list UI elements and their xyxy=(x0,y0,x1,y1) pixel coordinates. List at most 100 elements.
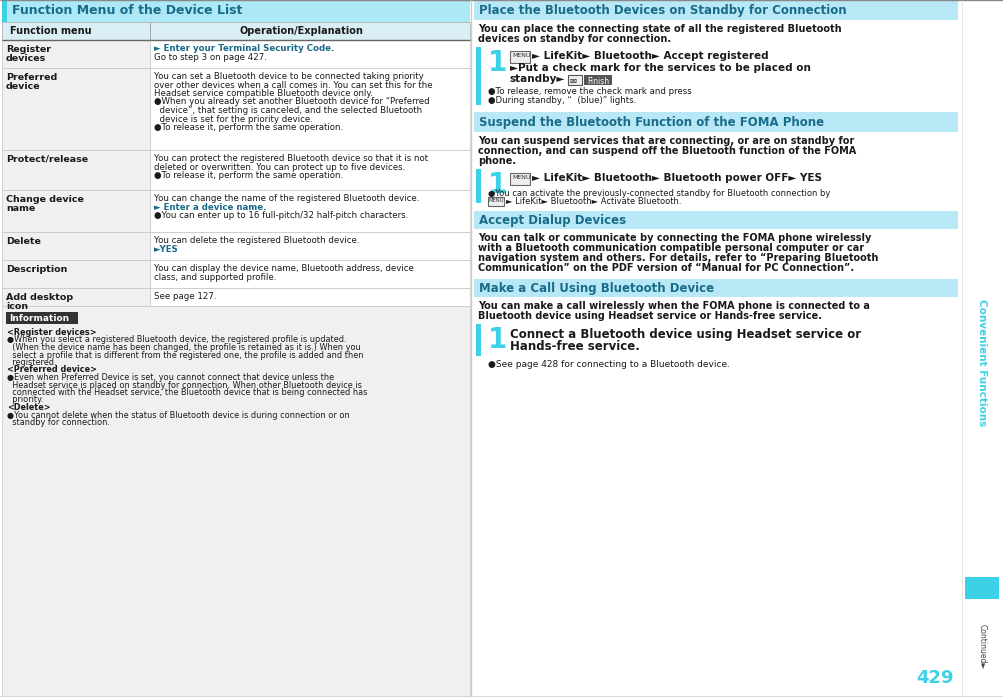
Text: Accept Dialup Devices: Accept Dialup Devices xyxy=(478,214,626,227)
Bar xyxy=(2,150,469,190)
Text: ► LifeKit► Bluetooth► Bluetooth power OFF► YES: ► LifeKit► Bluetooth► Bluetooth power OF… xyxy=(532,173,821,183)
Text: Preferred: Preferred xyxy=(6,73,57,82)
Text: ●To release it, perform the same operation.: ●To release it, perform the same operati… xyxy=(153,171,343,180)
Bar xyxy=(473,279,957,297)
Text: standby►: standby► xyxy=(510,74,565,84)
Bar xyxy=(2,288,149,306)
Bar xyxy=(475,47,480,105)
Text: ●When you already set another Bluetooth device for “Preferred: ●When you already set another Bluetooth … xyxy=(153,98,429,107)
Text: standby for connection.: standby for connection. xyxy=(7,418,109,427)
Text: ●You can activate the previously-connected standby for Bluetooth connection by: ●You can activate the previously-connect… xyxy=(487,189,829,198)
Bar xyxy=(475,324,480,356)
Text: Add desktop: Add desktop xyxy=(6,293,73,302)
Text: select a profile that is different from the registered one, the profile is added: select a profile that is different from … xyxy=(7,351,363,360)
Bar xyxy=(2,232,469,260)
Bar xyxy=(473,0,957,697)
Bar xyxy=(2,68,469,150)
Text: You can talk or communicate by connecting the FOMA phone wirelessly: You can talk or communicate by connectin… xyxy=(477,233,871,243)
Text: 429: 429 xyxy=(916,669,953,687)
Text: Delete: Delete xyxy=(6,237,41,246)
Text: connection, and can suspend off the Bluetooth function of the FOMA: connection, and can suspend off the Blue… xyxy=(477,146,856,156)
Text: Go to step 3 on page 427.: Go to step 3 on page 427. xyxy=(153,52,267,61)
Text: ●To release, remove the check mark and press: ●To release, remove the check mark and p… xyxy=(487,87,691,96)
Text: ► LifeKit► Bluetooth► Accept registered: ► LifeKit► Bluetooth► Accept registered xyxy=(532,51,768,61)
Text: device: device xyxy=(6,82,40,91)
Text: You can set a Bluetooth device to be connected taking priority: You can set a Bluetooth device to be con… xyxy=(153,72,423,81)
Text: Change device: Change device xyxy=(6,195,84,204)
Text: Bluetooth device using Headset service or Hands-free service.: Bluetooth device using Headset service o… xyxy=(477,311,821,321)
Text: Register: Register xyxy=(6,45,51,54)
Text: Finish: Finish xyxy=(587,77,609,86)
Text: Function Menu of the Device List: Function Menu of the Device List xyxy=(12,4,242,17)
Text: Place the Bluetooth Devices on Standby for Connection: Place the Bluetooth Devices on Standby f… xyxy=(478,4,846,17)
Text: 1: 1 xyxy=(487,171,507,199)
Text: (When the device name has been changed, the profile is retained as it is.) When : (When the device name has been changed, … xyxy=(7,343,360,352)
Text: <Preferred device>: <Preferred device> xyxy=(7,365,96,374)
Text: ►YES: ►YES xyxy=(153,245,179,254)
Text: ✉: ✉ xyxy=(570,77,577,86)
Bar xyxy=(2,22,469,40)
Text: Function menu: Function menu xyxy=(10,26,91,36)
Bar xyxy=(2,260,149,288)
Text: Communication” on the PDF version of “Manual for PC Connection”.: Communication” on the PDF version of “Ma… xyxy=(477,263,854,273)
Bar xyxy=(473,0,957,20)
Bar xyxy=(584,75,612,85)
Text: name: name xyxy=(6,204,35,213)
Text: priority.: priority. xyxy=(7,395,43,404)
Bar xyxy=(473,112,957,132)
Text: navigation system and others. For details, refer to “Preparing Bluetooth: navigation system and others. For detail… xyxy=(477,253,878,263)
Text: Description: Description xyxy=(6,265,67,274)
Text: class, and supported profile.: class, and supported profile. xyxy=(153,273,276,282)
Text: MENU: MENU xyxy=(512,53,530,58)
Bar xyxy=(2,40,149,68)
Text: Continued►: Continued► xyxy=(977,625,986,670)
Bar xyxy=(510,51,530,63)
Bar xyxy=(2,22,469,40)
Text: Headset service is placed on standby for connection. When other Bluetooth device: Headset service is placed on standby for… xyxy=(7,381,361,390)
Text: 1: 1 xyxy=(487,49,507,77)
Text: ► Enter your Terminal Security Code.: ► Enter your Terminal Security Code. xyxy=(153,44,334,53)
Text: ●Even when Preferred Device is set, you cannot connect that device unless the: ●Even when Preferred Device is set, you … xyxy=(7,373,334,382)
Text: registered.: registered. xyxy=(7,358,56,367)
Text: You can protect the registered Bluetooth device so that it is not: You can protect the registered Bluetooth… xyxy=(153,154,427,163)
Bar xyxy=(2,0,469,22)
Text: <Register devices>: <Register devices> xyxy=(7,328,96,337)
Text: You can make a call wirelessly when the FOMA phone is connected to a: You can make a call wirelessly when the … xyxy=(477,301,869,311)
Text: ●To release it, perform the same operation.: ●To release it, perform the same operati… xyxy=(153,123,343,132)
Bar xyxy=(964,577,998,599)
Text: You can place the connecting state of all the registered Bluetooth: You can place the connecting state of al… xyxy=(477,24,841,34)
Bar xyxy=(2,260,469,288)
Text: 1: 1 xyxy=(487,326,507,354)
Bar xyxy=(6,312,78,324)
Text: device”, that setting is canceled, and the selected Bluetooth: device”, that setting is canceled, and t… xyxy=(153,106,421,115)
Text: You can display the device name, Bluetooth address, device: You can display the device name, Bluetoo… xyxy=(153,264,413,273)
Text: You can change the name of the registered Bluetooth device.: You can change the name of the registere… xyxy=(153,194,419,203)
Text: icon: icon xyxy=(6,302,28,311)
Bar xyxy=(961,0,1001,697)
Text: MENU: MENU xyxy=(512,175,530,180)
Bar xyxy=(487,197,504,206)
Text: devices on standby for connection.: devices on standby for connection. xyxy=(477,34,670,44)
Bar xyxy=(2,40,469,68)
Text: devices: devices xyxy=(6,54,46,63)
Text: over other devices when a call comes in. You can set this for the: over other devices when a call comes in.… xyxy=(153,80,432,89)
Text: ►Put a check mark for the services to be placed on: ►Put a check mark for the services to be… xyxy=(510,63,810,73)
Bar xyxy=(2,288,469,306)
Text: ●You cannot delete when the status of Bluetooth device is during connection or o: ●You cannot delete when the status of Bl… xyxy=(7,411,349,420)
Text: device is set for the priority device.: device is set for the priority device. xyxy=(153,114,313,123)
Text: You can suspend services that are connecting, or are on standby for: You can suspend services that are connec… xyxy=(477,136,854,146)
Text: phone.: phone. xyxy=(477,156,516,166)
Text: Headset service compatible Bluetooth device only.: Headset service compatible Bluetooth dev… xyxy=(153,89,372,98)
Text: Information: Information xyxy=(9,314,69,323)
Text: Operation/Explanation: Operation/Explanation xyxy=(240,26,363,36)
Text: Convenient Functions: Convenient Functions xyxy=(976,299,986,426)
Text: <Delete>: <Delete> xyxy=(7,403,50,412)
Text: You can delete the registered Bluetooth device.: You can delete the registered Bluetooth … xyxy=(153,236,359,245)
Text: ●When you select a registered Bluetooth device, the registered profile is update: ●When you select a registered Bluetooth … xyxy=(7,335,346,344)
Bar xyxy=(2,68,149,150)
Text: See page 127.: See page 127. xyxy=(153,292,217,301)
Text: deleted or overwritten. You can protect up to five devices.: deleted or overwritten. You can protect … xyxy=(153,162,405,171)
Bar xyxy=(2,0,7,22)
Bar xyxy=(510,173,530,185)
Text: Suspend the Bluetooth Function of the FOMA Phone: Suspend the Bluetooth Function of the FO… xyxy=(478,116,823,129)
